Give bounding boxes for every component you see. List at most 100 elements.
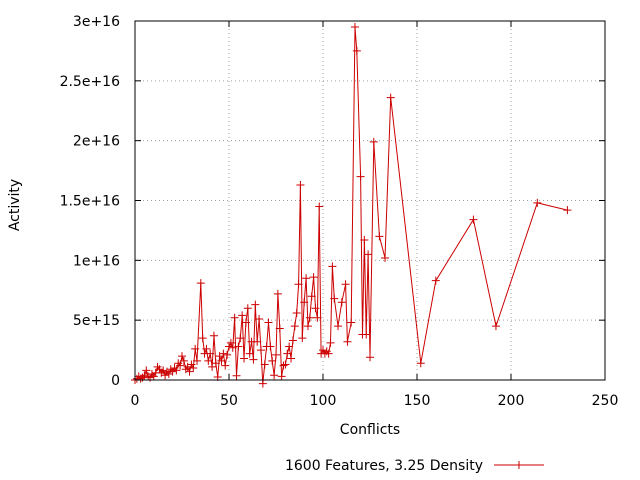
- data-point: [266, 342, 275, 351]
- data-point: [288, 336, 297, 345]
- y-tick-label: 3e+16: [73, 14, 120, 30]
- data-point: [230, 313, 239, 322]
- data-point: [356, 172, 365, 181]
- plot-frame: [134, 20, 606, 381]
- data-point: [155, 365, 164, 374]
- data-point: [202, 344, 211, 353]
- data-point: [298, 334, 307, 343]
- data-point: [225, 342, 233, 351]
- data-point: [416, 359, 425, 368]
- data-point: [255, 314, 264, 323]
- data-point: [366, 353, 374, 362]
- data-point: [341, 280, 350, 289]
- data-point: [337, 298, 346, 307]
- data-point: [268, 356, 277, 365]
- x-tick-label: 200: [498, 393, 525, 409]
- data-point: [309, 273, 318, 282]
- data-point: [279, 361, 288, 370]
- data-point: [211, 359, 220, 368]
- data-point: [256, 346, 265, 355]
- data-point: [234, 342, 243, 351]
- data-point: [381, 253, 390, 262]
- data-point: [319, 346, 327, 355]
- x-tick-label: 100: [310, 393, 337, 409]
- data-point: [307, 292, 316, 301]
- grid-lines: [135, 21, 605, 380]
- data-point: [281, 360, 290, 369]
- tick-labels: 0 50 100 150 200 250 0 5e+15 1e+16 1.5e+16 2e+16 2.…: [60, 14, 619, 409]
- y-axis-label: Activity: [7, 179, 23, 231]
- data-point: [178, 352, 186, 361]
- data-point: [228, 343, 237, 352]
- data-point: [185, 367, 194, 376]
- data-point: [563, 206, 572, 215]
- data-point: [469, 215, 478, 224]
- data-point: [161, 371, 170, 380]
- data-point: [334, 322, 343, 331]
- data-point: [272, 350, 280, 359]
- data-point: [313, 313, 322, 322]
- data-point: [328, 262, 337, 271]
- data-point: [270, 371, 279, 380]
- data-point: [193, 356, 202, 365]
- data-point: [287, 354, 296, 363]
- data-point: [296, 180, 305, 189]
- data-point: [294, 280, 303, 289]
- data-point: [251, 300, 260, 309]
- data-point: [149, 372, 158, 381]
- data-point: [140, 371, 149, 380]
- data-point: [260, 360, 269, 369]
- data-point: [277, 372, 286, 381]
- data-point: [285, 342, 294, 351]
- data-point: [187, 360, 196, 369]
- data-point: [189, 364, 198, 373]
- legend-label: 1600 Features, 3.25 Density: [285, 458, 483, 474]
- data-point: [219, 349, 228, 358]
- data-point: [159, 366, 168, 375]
- y-tick-label: 2e+16: [73, 134, 120, 150]
- data-point: [533, 198, 542, 207]
- x-tick-label: 250: [592, 393, 619, 409]
- data-point: [226, 338, 235, 347]
- data-point: [196, 279, 205, 288]
- data-point: [198, 334, 207, 343]
- data-point: [258, 379, 267, 388]
- data-point: [168, 367, 177, 376]
- data-point: [302, 274, 311, 283]
- data-point: [491, 322, 500, 331]
- data-point: [369, 137, 378, 146]
- legend-marker-plus: [515, 461, 523, 469]
- data-point: [142, 366, 151, 375]
- data-point: [347, 318, 356, 327]
- x-tick-label: 150: [404, 393, 431, 409]
- data-point: [204, 356, 213, 365]
- data-point: [191, 344, 200, 353]
- data-point: [238, 311, 247, 320]
- data-point: [172, 366, 181, 375]
- data-point: [315, 202, 324, 211]
- data-point: [223, 350, 232, 359]
- y-tick-label: 1.5e+16: [60, 194, 121, 210]
- data-point: [208, 362, 217, 371]
- data-point: [326, 338, 335, 347]
- y-tick-label: 2.5e+16: [60, 74, 121, 90]
- data-point: [206, 349, 215, 358]
- x-tick-label: 50: [220, 393, 238, 409]
- data-point: [431, 276, 440, 285]
- data-point: [249, 355, 258, 364]
- data-point: [243, 304, 252, 313]
- data-point: [245, 349, 254, 358]
- data-point: [179, 356, 188, 365]
- data-point: [360, 235, 369, 244]
- legend-marker: [515, 461, 523, 469]
- data-point: [136, 374, 145, 383]
- data-point: [350, 22, 359, 31]
- data-point: [386, 93, 395, 102]
- data-point: [305, 313, 314, 322]
- data-point: [221, 361, 230, 370]
- x-axis-label: Conflicts: [340, 422, 400, 438]
- axis-ticks: [134, 20, 606, 381]
- data-point: [264, 318, 273, 327]
- data-point: [292, 308, 301, 317]
